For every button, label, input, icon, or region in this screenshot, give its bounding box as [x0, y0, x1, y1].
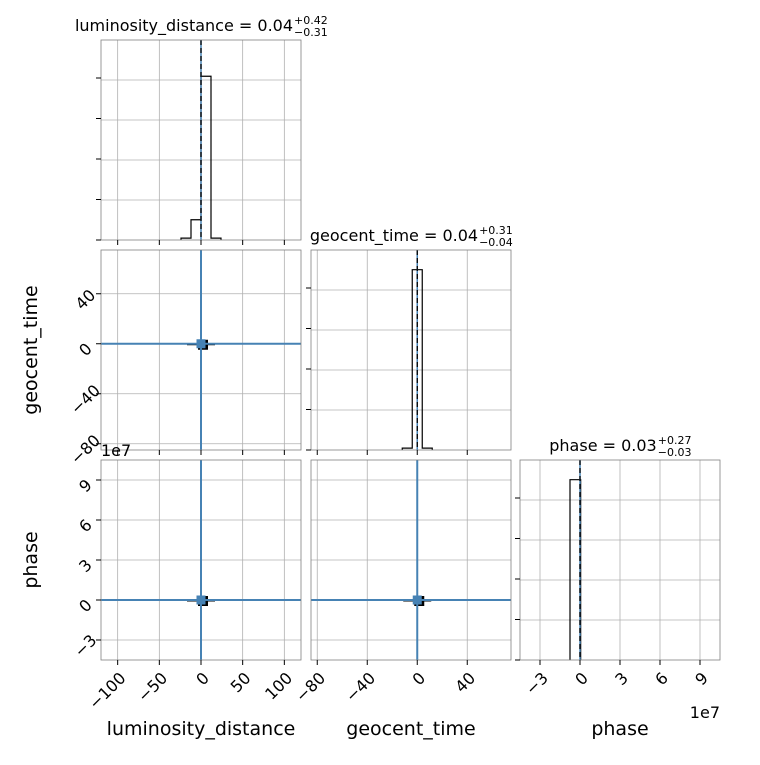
- y-tick-label: 0: [75, 595, 96, 616]
- x-tick-labels-geocent_time: −80 −40 0 40: [292, 668, 479, 705]
- title-text: phase = 0.03: [549, 436, 656, 455]
- x-tick-label: 9: [691, 668, 712, 689]
- x-tick-label: 0: [192, 668, 213, 689]
- offset-label-phase-y: 1e7: [101, 441, 131, 460]
- truth-marker: [196, 339, 206, 349]
- y-tick-label: −40: [67, 381, 104, 418]
- title-plus: +0.31: [479, 224, 513, 237]
- x-axis-label: luminosity_distance: [107, 718, 296, 740]
- title-plus: +0.42: [294, 14, 328, 27]
- x-tick-label: −3: [522, 668, 552, 698]
- title-minus: −0.03: [658, 446, 692, 459]
- panel-border: [310, 459, 512, 661]
- panel-title-luminosity_distance: luminosity_distance = 0.04 +0.42−0.31: [75, 14, 328, 39]
- title-text: luminosity_distance = 0.04: [75, 16, 293, 36]
- title-minus: −0.04: [479, 236, 513, 249]
- y-axis-label: phase: [20, 531, 42, 588]
- title-minus: −0.31: [294, 26, 328, 39]
- panel-title-geocent_time: geocent_time = 0.04 +0.31−0.04: [310, 224, 513, 249]
- truth-marker: [412, 595, 422, 605]
- y-axis-label: geocent_time: [20, 285, 42, 414]
- truth-marker: [196, 595, 206, 605]
- x-axis-label: geocent_time: [346, 718, 475, 740]
- y-tick-label: 0: [75, 339, 96, 360]
- offset-label-phase-x: 1e7: [690, 703, 720, 722]
- panel-background: [311, 250, 511, 450]
- x-axis-label: phase: [591, 718, 648, 740]
- y-tick-label: −3: [70, 631, 100, 661]
- panel-diag-luminosity_distance: [96, 39, 302, 245]
- panel-diag-geocent_time: [306, 249, 512, 455]
- x-tick-label: −40: [342, 668, 379, 705]
- x-tick-label: 0: [408, 668, 429, 689]
- title-plus: +0.27: [658, 434, 692, 447]
- y-tick-label: −80: [67, 431, 104, 468]
- x-tick-label: 40: [451, 668, 479, 696]
- panel-diag-phase: [515, 459, 721, 665]
- panel-scatter-geocent_time-phase: [310, 459, 512, 665]
- x-tick-label: 100: [261, 668, 296, 703]
- x-tick-label: 6: [651, 668, 672, 689]
- x-tick-label: 50: [227, 668, 255, 696]
- x-tick-label: 3: [611, 668, 632, 689]
- panel-scatter-luminosity_distance-phase: [96, 459, 302, 665]
- x-tick-label: −100: [85, 668, 130, 713]
- panel-border: [310, 249, 512, 451]
- y-tick-labels-phase: −3 0 3 6 9: [70, 475, 100, 660]
- y-tick-labels-geocent_time: −80 −40 0 40: [67, 286, 104, 469]
- y-tick-label: 9: [75, 475, 96, 496]
- panel-title-phase: phase = 0.03 +0.27−0.03: [549, 434, 691, 459]
- x-tick-label: −50: [134, 668, 171, 705]
- y-tick-label: 3: [75, 555, 96, 576]
- x-tick-label: 0: [571, 668, 592, 689]
- y-tick-label: 40: [71, 286, 99, 314]
- y-tick-label: 6: [75, 515, 96, 536]
- x-tick-label: −80: [292, 668, 329, 705]
- panel-scatter-luminosity_distance-geocent_time: [96, 249, 302, 455]
- x-tick-labels-luminosity_distance: −100 −50 0 50 100: [85, 668, 296, 713]
- x-tick-labels-phase: −3 0 3 6 9: [522, 668, 712, 698]
- title-text: geocent_time = 0.04: [310, 226, 478, 246]
